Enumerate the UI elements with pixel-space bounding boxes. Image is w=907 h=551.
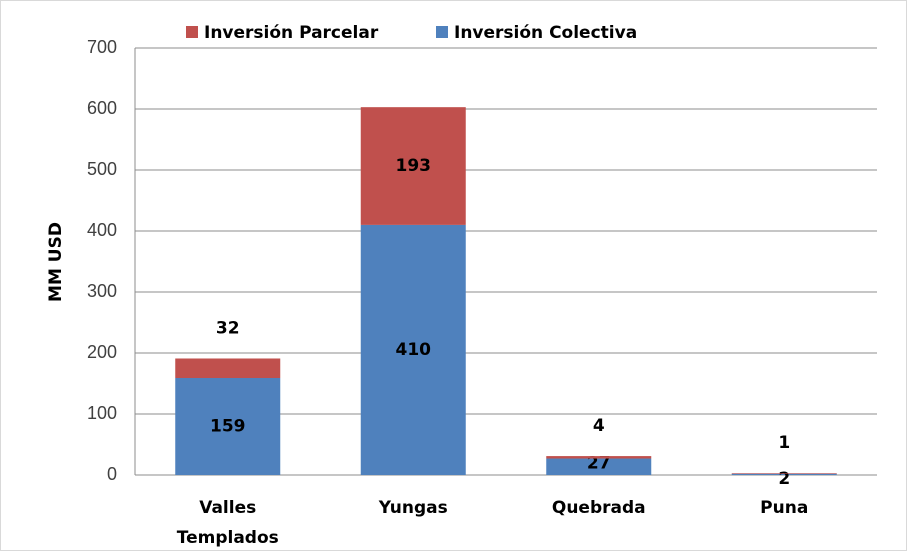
data-label: 1 bbox=[778, 433, 790, 453]
legend-swatch bbox=[436, 26, 448, 38]
legend-label: Inversión Parcelar bbox=[204, 23, 379, 43]
y-tick-label: 200 bbox=[87, 342, 117, 362]
y-tick-label: 400 bbox=[87, 220, 117, 240]
bar-segment bbox=[360, 224, 466, 475]
bar-segment bbox=[175, 378, 281, 475]
y-tick-label: 300 bbox=[87, 281, 117, 301]
bar-segment bbox=[546, 456, 652, 459]
data-label: 32 bbox=[216, 318, 240, 338]
y-tick-label: 500 bbox=[87, 159, 117, 179]
y-tick-label: 0 bbox=[107, 464, 117, 484]
data-label: 4 bbox=[593, 416, 605, 436]
y-axis-label: MM USD bbox=[46, 222, 66, 302]
x-tick-label: Puna bbox=[760, 498, 808, 518]
bar-segment bbox=[731, 473, 837, 475]
x-tick-label: Quebrada bbox=[552, 498, 646, 518]
y-tick-label: 700 bbox=[87, 37, 117, 57]
bar-segment bbox=[546, 458, 652, 475]
x-tick-label: Yungas bbox=[378, 498, 448, 518]
bar-segment bbox=[360, 107, 466, 225]
data-label: 2 bbox=[778, 469, 790, 489]
x-tick-label: Valles Templados bbox=[177, 498, 279, 548]
bar-segment bbox=[731, 473, 837, 474]
data-label: 159 bbox=[210, 417, 246, 437]
data-label: 193 bbox=[396, 156, 432, 176]
bar-segment bbox=[175, 358, 281, 379]
y-tick-label: 600 bbox=[87, 98, 117, 118]
y-tick-label: 100 bbox=[87, 403, 117, 423]
data-label: 410 bbox=[396, 340, 432, 360]
legend-label: Inversión Colectiva bbox=[454, 23, 637, 43]
legend-swatch bbox=[186, 26, 198, 38]
